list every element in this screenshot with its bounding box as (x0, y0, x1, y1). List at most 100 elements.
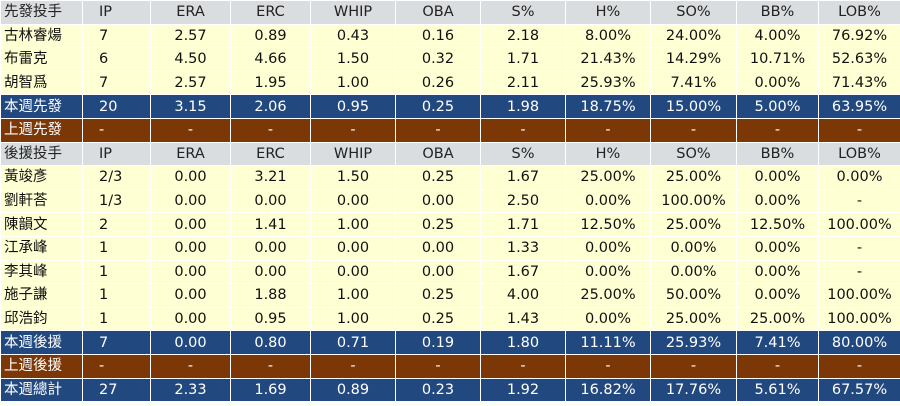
stat-cell: - (736, 117, 819, 143)
stat-cell: 0.00% (565, 259, 651, 285)
stat-cell: 71.43% (818, 70, 900, 96)
stat-cell: 4.00% (736, 23, 819, 49)
row-label: 上週先發 (0, 117, 83, 143)
stat-cell: 2.18 (480, 23, 566, 49)
stat-cell: 1.95 (230, 70, 311, 96)
stat-cell: 12.50% (736, 212, 819, 237)
row-label: 江承峰 (0, 235, 83, 261)
stat-cell: 1/3 (82, 188, 151, 214)
row-label: 本週先發 (0, 94, 83, 119)
stat-cell: 24.00% (650, 23, 737, 49)
stat-cell: 0.25 (395, 306, 481, 332)
stat-cell: 0.25 (395, 283, 481, 308)
stat-cell: 0.00 (310, 235, 396, 261)
stat-cell: 1.33 (480, 235, 566, 261)
row-label: 本週總計 (0, 377, 83, 403)
stat-cell: - (565, 117, 651, 143)
stat-cell: 1.98 (480, 94, 566, 119)
stat-cell: 1 (82, 235, 151, 261)
stat-cell: 67.57% (818, 377, 900, 403)
table-row: 古林睿煬 7 2.57 0.89 0.43 0.16 2.18 8.00% 24.00% 4.00… (0, 23, 900, 49)
stat-cell: 4.66 (230, 47, 311, 72)
stat-cell: 7 (82, 330, 151, 355)
stat-cell: 0.00 (395, 235, 481, 261)
stat-cell: 0.00 (150, 306, 231, 332)
stat-cell: 4.50 (150, 47, 231, 72)
stat-cell: 0.00 (150, 259, 231, 285)
stat-cell: 100.00% (818, 306, 900, 332)
stat-cell: - (310, 117, 396, 143)
stat-cell: - (480, 117, 566, 143)
table-row: 施子謙 1 0.00 1.88 1.00 0.25 4.00 25.00% 50.00% 0.00… (0, 283, 900, 308)
stat-cell: 0.00% (650, 235, 737, 261)
stat-cell: - (818, 117, 900, 143)
stat-cell: 25.00% (650, 165, 737, 190)
stat-cell: 0.00% (565, 306, 651, 332)
stat-cell: 0.95 (230, 306, 311, 332)
row-label: 布雷克 (0, 47, 83, 72)
stat-cell: 2.57 (150, 70, 231, 96)
stat-cell: 25.00% (650, 306, 737, 332)
stat-cell: 1.00 (310, 212, 396, 237)
stat-cell: 1.67 (480, 259, 566, 285)
stat-cell: 2.57 (150, 23, 231, 49)
stat-cell: 5.00% (736, 94, 819, 119)
stat-cell: 0.89 (230, 23, 311, 49)
stat-cell: 7.41% (736, 330, 819, 355)
stat-cell: 0.00 (230, 235, 311, 261)
stat-cell: 0.00% (818, 165, 900, 190)
column-header: S% (480, 141, 566, 167)
stat-cell: 0.00% (736, 165, 819, 190)
table-row: 邱浩鈞 1 0.00 0.95 1.00 0.25 1.43 0.00% 25.00% 25.00… (0, 306, 900, 332)
table-row: 劉軒荅 1/3 0.00 0.00 0.00 0.00 2.50 0.00% 100.00% 0.… (0, 188, 900, 214)
row-label: 陳韻文 (0, 212, 83, 237)
stat-cell: 0.00% (650, 259, 737, 285)
row-label: 上週後援 (0, 353, 83, 379)
stat-cell: 1 (82, 306, 151, 332)
column-header: SO% (650, 141, 737, 167)
stat-cell: 25.00% (565, 165, 651, 190)
stat-cell: 0.80 (230, 330, 311, 355)
stat-cell: 21.43% (565, 47, 651, 72)
stat-cell: 1.50 (310, 47, 396, 72)
stat-cell: 0.19 (395, 330, 481, 355)
column-header: OBA (395, 0, 481, 25)
stat-cell: 0.16 (395, 23, 481, 49)
stat-cell: 0.00% (736, 188, 819, 214)
stat-cell: 2.06 (230, 94, 311, 119)
column-header: ERC (230, 141, 311, 167)
stat-cell: 80.00% (818, 330, 900, 355)
stat-cell: - (230, 117, 311, 143)
stat-cell: 17.76% (650, 377, 737, 403)
row-label: 胡智爲 (0, 70, 83, 96)
weekly-total-row: 本週先發 20 3.15 2.06 0.95 0.25 1.98 18.75% 15.00% 5.… (0, 94, 900, 119)
column-header: S% (480, 0, 566, 25)
row-label: 邱浩鈞 (0, 306, 83, 332)
stat-cell: - (150, 353, 231, 379)
stat-cell: 2.50 (480, 188, 566, 214)
stat-cell: 0.26 (395, 70, 481, 96)
stat-cell: 10.71% (736, 47, 819, 72)
row-label: 施子謙 (0, 283, 83, 308)
stat-cell: 0.00 (230, 188, 311, 214)
stat-cell: 11.11% (565, 330, 651, 355)
stat-cell: - (82, 117, 151, 143)
stat-cell: 63.95% (818, 94, 900, 119)
stat-cell: 25.00% (650, 212, 737, 237)
weekly-total-row: 本週後援 7 0.00 0.80 0.71 0.19 1.80 11.11% 25.93% 7.4… (0, 330, 900, 355)
stat-cell: - (818, 235, 900, 261)
stat-cell: 25.93% (650, 330, 737, 355)
stat-cell: 1 (82, 283, 151, 308)
stat-cell: - (736, 353, 819, 379)
stat-cell: 2.33 (150, 377, 231, 403)
stat-cell: 1 (82, 259, 151, 285)
column-header: IP (82, 141, 151, 167)
stat-cell: 0.00% (565, 235, 651, 261)
column-header: BB% (736, 0, 819, 25)
column-header: ERC (230, 0, 311, 25)
column-header: ERA (150, 0, 231, 25)
row-label: 本週後援 (0, 330, 83, 355)
stat-cell: 0.00 (310, 188, 396, 214)
stat-cell: 0.00 (150, 330, 231, 355)
stat-cell: 3.15 (150, 94, 231, 119)
